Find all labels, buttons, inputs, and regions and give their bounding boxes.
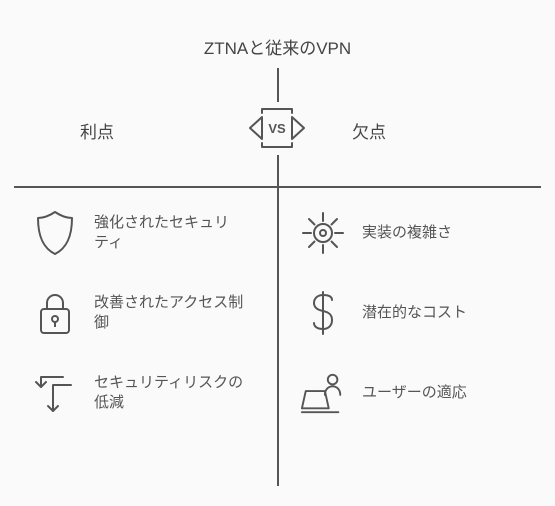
list-item: 強化されたセキュリティ (32, 210, 262, 256)
divider-top (277, 68, 279, 102)
vs-label: VS (268, 121, 286, 136)
item-label: 改善されたアクセス制御 (94, 293, 244, 334)
vs-badge: VS (248, 107, 306, 149)
item-label: セキュリティリスクの低減 (94, 373, 244, 414)
list-item: ユーザーの適応 (300, 370, 530, 416)
list-item: セキュリティリスクの低減 (32, 370, 262, 416)
diagram-title: ZTNAと従来のVPN (0, 34, 555, 59)
dollar-icon (300, 290, 346, 336)
list-item: 潜在的なコスト (300, 290, 530, 336)
comparison-diagram: ZTNAと従来のVPN VS 利点 欠点 強化されたセキュリティ (0, 0, 555, 506)
list-item: 改善されたアクセス制御 (32, 290, 262, 336)
item-label: 潜在的なコスト (362, 303, 467, 323)
item-label: ユーザーの適応 (362, 383, 467, 403)
right-heading: 欠点 (352, 118, 386, 143)
divider-vertical (277, 155, 279, 486)
laptop-user-icon (300, 370, 346, 416)
list-item: 実装の複雑さ (300, 210, 530, 256)
item-label: 実装の複雑さ (362, 223, 452, 243)
arrows-down-icon (32, 370, 78, 416)
shield-icon (32, 210, 78, 256)
advantages-column: 強化されたセキュリティ 改善されたアクセス制御 (32, 210, 262, 416)
gear-icon (300, 210, 346, 256)
disadvantages-column: 実装の複雑さ 潜在的なコスト (300, 210, 530, 416)
item-label: 強化されたセキュリティ (94, 213, 244, 254)
lock-icon (32, 290, 78, 336)
left-heading: 利点 (80, 118, 114, 143)
